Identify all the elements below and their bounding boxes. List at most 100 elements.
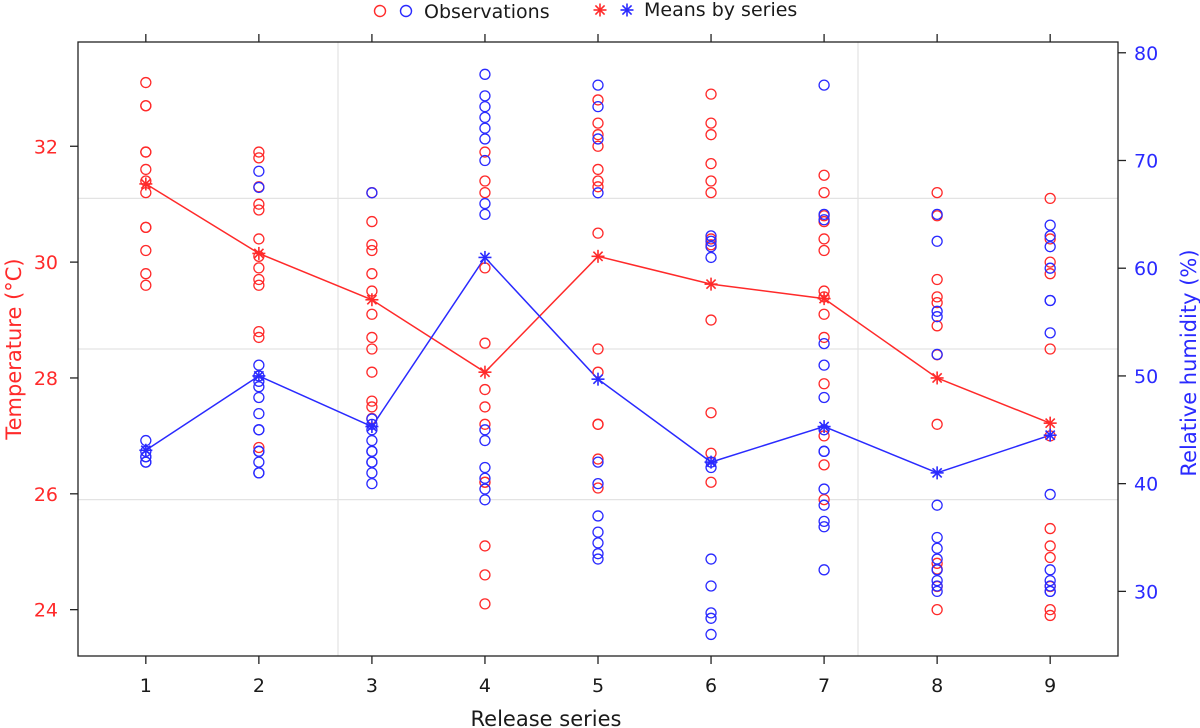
observation-point — [592, 482, 604, 494]
observation-point — [592, 94, 604, 106]
observation-point — [366, 244, 378, 257]
observation-point — [366, 445, 378, 457]
observation-point — [1044, 574, 1056, 587]
observation-point — [705, 580, 717, 592]
observation-point — [592, 453, 604, 465]
observation-point — [592, 133, 604, 145]
y-left-tick-label: 26 — [34, 484, 58, 506]
observation-point — [479, 418, 491, 430]
observation-point — [366, 343, 378, 355]
observation-point — [253, 407, 265, 420]
y-left-tick-label: 24 — [34, 600, 58, 622]
y-left-tick-label: 28 — [34, 368, 58, 390]
observation-point — [253, 273, 265, 286]
observation-point — [818, 521, 830, 533]
observation-point — [818, 564, 830, 576]
observation-point — [818, 337, 830, 350]
observation-point — [1044, 604, 1056, 616]
mean-point-stroke — [140, 178, 151, 190]
mean-point — [930, 466, 944, 480]
observation-point — [818, 459, 830, 471]
observation-series-1 — [140, 68, 1056, 641]
x-tick-label: 6 — [705, 675, 717, 697]
observation-point — [818, 331, 830, 344]
observation-point — [479, 133, 491, 145]
observation-point — [705, 241, 717, 253]
observation-point — [479, 154, 491, 167]
observation-point — [592, 227, 604, 239]
observation-point — [366, 477, 378, 490]
observation-point — [253, 181, 265, 194]
observation-point — [1044, 241, 1056, 253]
observation-point — [253, 424, 265, 436]
observation-point — [140, 244, 152, 257]
observation-point — [931, 531, 943, 544]
mean-point-stroke — [592, 374, 604, 385]
observation-point — [931, 553, 943, 565]
observation-point — [479, 262, 491, 274]
observation-point — [479, 494, 491, 506]
observation-point — [479, 483, 491, 495]
observation-point — [253, 391, 265, 404]
x-tick-label: 9 — [1044, 675, 1056, 697]
observation-point — [818, 214, 830, 226]
observation-point — [479, 186, 491, 199]
mean-point — [704, 455, 718, 469]
observation-point — [253, 445, 265, 457]
observation-point — [366, 331, 378, 344]
observation-point — [366, 401, 378, 413]
observation-point — [479, 476, 491, 488]
legend-star-stroke — [621, 4, 633, 16]
observation-point — [931, 564, 943, 576]
observation-point — [931, 604, 943, 616]
legend-star — [620, 3, 634, 17]
observation-point — [818, 499, 830, 511]
observation-point — [705, 230, 717, 242]
mean-point — [478, 365, 492, 379]
mean-point — [252, 369, 266, 383]
observation-point — [366, 239, 378, 251]
legend-mean-temp-marker — [593, 3, 607, 17]
observation-point — [931, 186, 943, 199]
observation-point — [1044, 256, 1056, 268]
observation-point — [479, 434, 491, 447]
observation-point — [479, 90, 491, 102]
observation-point — [1044, 488, 1056, 501]
mean-point-stroke — [366, 421, 378, 432]
observation-point — [592, 537, 604, 549]
observation-point — [592, 553, 604, 565]
observation-point — [253, 456, 265, 468]
observation-point — [592, 140, 604, 152]
observation-point — [818, 359, 830, 371]
observation-point — [818, 208, 830, 221]
observation-point — [818, 79, 830, 91]
mean-point — [478, 250, 492, 264]
observation-point — [931, 580, 943, 592]
observation-point — [818, 244, 830, 257]
observation-point — [592, 79, 604, 91]
x-tick-label: 1 — [140, 675, 152, 697]
mean-point — [817, 420, 831, 434]
observation-point — [479, 472, 491, 484]
observation-point — [592, 187, 604, 199]
observation-point — [592, 477, 604, 490]
mean-point-stroke — [140, 445, 151, 456]
observation-point — [1044, 230, 1056, 242]
observation-point — [1044, 343, 1056, 355]
observation-point — [705, 117, 717, 129]
observation-point — [818, 515, 830, 527]
observation-point — [1044, 262, 1056, 274]
legend-obs-humidity-marker — [399, 4, 413, 18]
x-tick-label: 7 — [818, 675, 830, 697]
observation-point — [705, 612, 717, 624]
observation-point — [1044, 540, 1056, 552]
observation-point — [592, 418, 604, 430]
observation-point — [705, 314, 717, 326]
mean-point-stroke — [479, 252, 491, 263]
mean-line-3 — [145, 256, 1051, 474]
mean-point-stroke — [705, 278, 717, 290]
mean-point — [591, 249, 605, 263]
observation-point — [705, 251, 717, 264]
observation-point — [253, 152, 265, 164]
